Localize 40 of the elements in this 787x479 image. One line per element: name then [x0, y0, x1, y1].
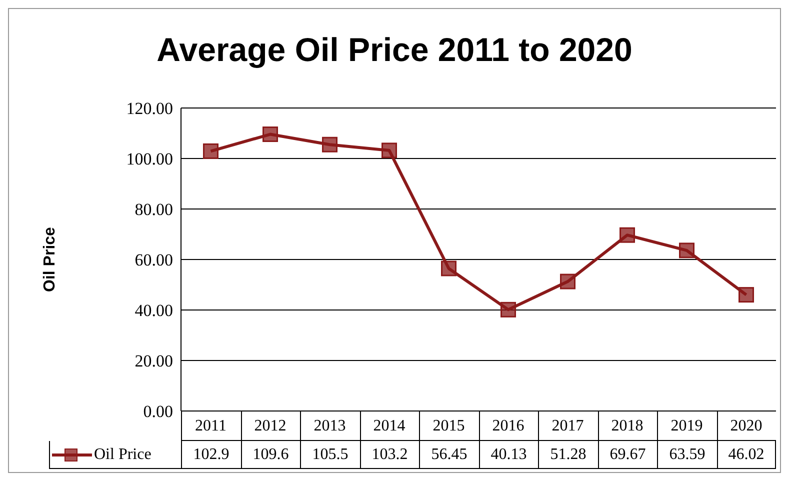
data-label: 51.28 [538, 441, 598, 469]
point [262, 126, 278, 142]
x-tick-label: 2020 [730, 417, 762, 434]
data-label: 102.9 [181, 441, 240, 469]
point [738, 287, 754, 303]
x-tick-label: 2013 [314, 417, 346, 434]
x-tick-label: 2019 [670, 417, 703, 434]
y-tick-label: 60.00 [134, 250, 173, 270]
y-tick-label: 40.00 [134, 301, 173, 320]
x-tick-label: 2014 [373, 417, 406, 434]
data-label: 63.59 [657, 441, 716, 469]
chart-title: Average Oil Price 2011 to 2020 [156, 31, 634, 69]
data-label: 56.45 [419, 441, 478, 469]
data-label: 109.6 [240, 441, 300, 469]
x-tick-label: 2011 [195, 417, 226, 434]
point [382, 142, 397, 158]
point [500, 302, 516, 318]
y-tick-label: 120.00 [126, 99, 173, 118]
point [560, 274, 576, 290]
data-label: 40.13 [478, 441, 538, 469]
point [322, 136, 338, 152]
y-tick-label: 20.00 [134, 352, 173, 371]
y-tick-label: 100.00 [126, 150, 173, 169]
point [203, 143, 218, 159]
y-axis-title: Oil Price [42, 226, 59, 292]
point [620, 227, 635, 243]
y-tick-label: 80.00 [134, 200, 173, 220]
y-tick-label: 0.00 [143, 402, 173, 422]
data-label: 69.67 [598, 441, 657, 469]
x-tick-label: 2016 [492, 417, 524, 434]
x-tick-label: 2017 [552, 417, 584, 434]
point [441, 260, 456, 276]
data-label: 105.5 [300, 441, 360, 469]
data-label: 46.02 [716, 441, 776, 469]
x-tick-label: 2018 [611, 417, 644, 434]
data-label: 103.2 [360, 441, 419, 469]
x-tick-label: 2012 [254, 417, 286, 434]
point [679, 242, 694, 258]
x-tick-label: 2015 [432, 417, 465, 434]
legend-label: Oil Price [94, 446, 152, 464]
